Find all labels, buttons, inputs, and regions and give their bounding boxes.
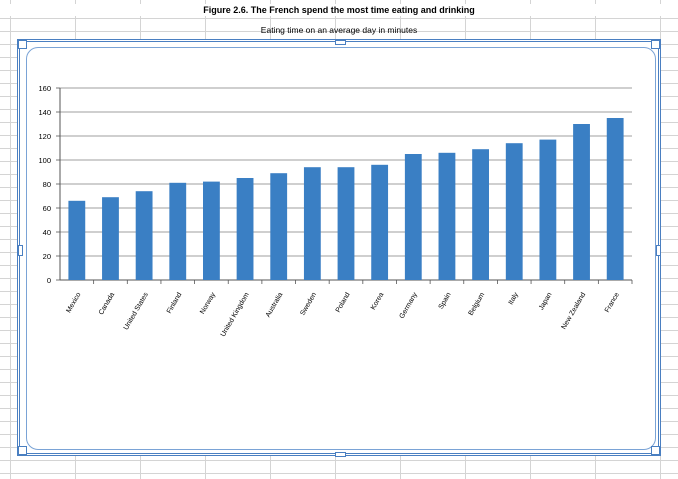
- resize-handle-bottom-right[interactable]: [651, 446, 660, 455]
- x-tick-label: Belgium: [468, 291, 487, 317]
- bar: [438, 152, 456, 280]
- y-tick-label: 120: [38, 132, 51, 141]
- y-tick-label: 100: [38, 156, 51, 165]
- bar: [337, 167, 355, 280]
- bar: [472, 149, 489, 280]
- figure-header: Figure 2.6. The French spend the most ti…: [0, 0, 678, 37]
- resize-handle-left[interactable]: [18, 245, 23, 256]
- x-tick-label: Germany: [399, 291, 420, 320]
- bar: [102, 197, 119, 280]
- x-tick-label: Mexico: [65, 291, 82, 314]
- x-tick-label: Japan: [538, 291, 554, 311]
- resize-handle-top-left[interactable]: [18, 40, 27, 49]
- bar: [303, 167, 321, 280]
- bar: [606, 118, 624, 280]
- y-tick-label: 20: [43, 252, 51, 261]
- x-tick-label: Spain: [438, 291, 453, 310]
- resize-handle-bottom[interactable]: [335, 452, 346, 457]
- bar: [236, 178, 254, 280]
- x-tick-label: Korea: [370, 291, 385, 311]
- figure-title: Figure 2.6. The French spend the most ti…: [0, 4, 678, 16]
- bar: [505, 143, 523, 280]
- bar: [573, 124, 590, 280]
- x-tick-label: France: [604, 291, 621, 313]
- x-tick-label: Italy: [507, 291, 520, 306]
- x-tick-label: Canada: [98, 291, 116, 316]
- x-tick-label: Australia: [265, 291, 285, 318]
- bar: [203, 181, 220, 280]
- resize-handle-bottom-left[interactable]: [18, 446, 27, 455]
- figure-subtitle: Eating time on an average day in minutes: [260, 25, 418, 35]
- bar: [371, 164, 389, 280]
- x-tick-label: United States: [123, 291, 150, 331]
- x-tick-label: United Kingdom: [220, 291, 251, 338]
- x-tick-label: New Zealand: [561, 291, 588, 330]
- bar: [404, 154, 422, 280]
- resize-handle-top-right[interactable]: [651, 40, 660, 49]
- y-tick-label: 160: [38, 84, 51, 93]
- y-tick-label: 140: [38, 108, 51, 117]
- y-tick-label: 0: [47, 276, 51, 285]
- y-tick-label: 60: [43, 204, 51, 213]
- bar: [135, 191, 153, 280]
- bar: [270, 173, 288, 280]
- bar: [169, 182, 187, 280]
- x-tick-label: Finland: [166, 291, 184, 314]
- x-tick-label: Norway: [199, 291, 217, 315]
- bar: [539, 139, 557, 280]
- y-tick-label: 80: [43, 180, 51, 189]
- bar: [68, 200, 86, 280]
- resize-handle-right[interactable]: [656, 245, 661, 256]
- x-tick-label: Sweden: [299, 291, 318, 316]
- resize-handle-top[interactable]: [335, 40, 346, 45]
- x-tick-label: Poland: [335, 291, 352, 313]
- y-tick-label: 40: [43, 228, 51, 237]
